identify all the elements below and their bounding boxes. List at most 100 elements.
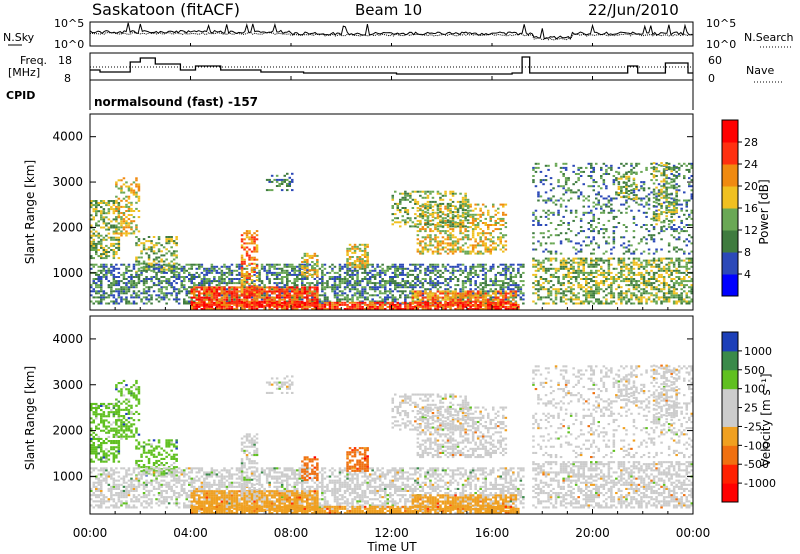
power-cell [306, 286, 309, 289]
power-cell [481, 203, 485, 206]
power-cell [459, 248, 462, 251]
power-cell [218, 267, 221, 270]
power-cell [637, 284, 641, 287]
power-cell [466, 250, 470, 253]
power-cell [612, 240, 616, 243]
power-cell [396, 273, 400, 276]
power-cell [253, 286, 256, 289]
power-cell [95, 273, 98, 276]
power-cell [303, 296, 307, 299]
power-cell [489, 244, 493, 247]
power-cell [655, 302, 658, 305]
power-cell [434, 200, 437, 203]
power-cell [419, 250, 422, 253]
power-cell [559, 300, 563, 303]
power-cell [456, 296, 460, 299]
power-cell [215, 265, 219, 268]
power-cell [280, 267, 284, 270]
power-cell [120, 298, 123, 301]
power-cell [177, 290, 181, 293]
power-cell [431, 269, 435, 272]
power-cell [620, 292, 623, 295]
power-cell [115, 298, 118, 301]
power-cell [326, 296, 329, 299]
power-cell [97, 292, 101, 295]
power-cell [356, 280, 359, 283]
power-cell [577, 302, 580, 305]
power-cell [466, 276, 470, 278]
power-cell [389, 278, 392, 280]
power-cell [597, 284, 601, 287]
power-cell [595, 300, 598, 303]
power-cell [481, 278, 485, 280]
power-cell [625, 173, 628, 175]
power-cell [286, 273, 289, 276]
power-cell [549, 197, 553, 200]
power-cell [677, 259, 681, 262]
power-cell [100, 202, 103, 204]
power-cell [539, 284, 543, 287]
power-cell [110, 292, 113, 295]
power-cell [444, 217, 447, 220]
power-cell [602, 183, 606, 186]
power-cell [595, 162, 598, 165]
power-cell [336, 294, 339, 297]
power-cell [155, 267, 158, 270]
power-cell [361, 278, 364, 280]
power-cell [336, 292, 339, 295]
power-cell [162, 271, 166, 274]
power-cell [228, 292, 231, 295]
power-cell [677, 300, 681, 303]
power-cell [662, 296, 666, 299]
power-cell [213, 278, 216, 280]
power-cell [617, 298, 621, 301]
power-cell [464, 228, 467, 231]
power-cell [391, 207, 395, 209]
power-cell [172, 280, 176, 283]
power-cell [469, 280, 472, 283]
power-cell [685, 280, 689, 283]
power-cell [627, 244, 631, 247]
power-cell [502, 250, 505, 253]
power-cell [157, 236, 161, 238]
power-cell [363, 243, 367, 246]
power-cell [318, 302, 322, 305]
power-cell [378, 280, 382, 283]
power-cell [155, 256, 158, 259]
power-cell [592, 201, 596, 204]
power-cell [105, 257, 108, 260]
power-cell [205, 267, 209, 270]
power-cell [574, 215, 578, 218]
power-cell [456, 207, 460, 210]
power-cell [481, 292, 485, 295]
power-cell [542, 209, 545, 212]
power-cell [585, 261, 588, 264]
power-cell [348, 276, 352, 278]
power-cell [637, 271, 641, 274]
power-cell [296, 265, 299, 268]
power-cell [243, 273, 246, 275]
power-cell [213, 292, 216, 295]
power-cell [590, 300, 593, 303]
power-cell [225, 288, 229, 291]
power-cell [672, 302, 676, 305]
power-cell [635, 263, 638, 266]
power-cell [680, 296, 683, 299]
power-cell [253, 248, 256, 251]
power-cell [301, 296, 304, 299]
power-cell [461, 236, 465, 239]
power-cell [537, 282, 540, 285]
power-cell [449, 286, 452, 289]
power-cell [507, 286, 510, 289]
power-cell [567, 224, 570, 226]
power-cell [343, 296, 347, 299]
power-cell [142, 238, 146, 241]
power-cell [238, 265, 241, 268]
power-cell [409, 273, 412, 276]
power-cell [248, 283, 251, 286]
power-cell [449, 205, 452, 207]
power-cell [677, 265, 681, 268]
power-cell [504, 267, 508, 270]
power-cell [401, 263, 405, 266]
power-cell [115, 288, 118, 291]
